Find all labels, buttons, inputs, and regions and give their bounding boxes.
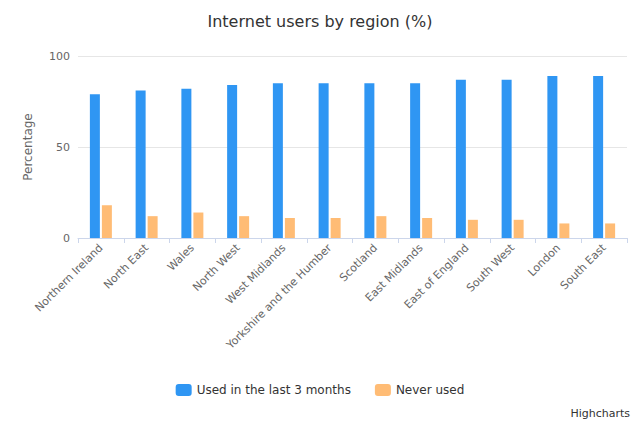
svg-text:Scotland: Scotland — [337, 241, 380, 284]
svg-text:Percentage: Percentage — [21, 113, 35, 181]
svg-text:London: London — [525, 241, 563, 279]
svg-text:Wales: Wales — [165, 241, 197, 273]
svg-text:South East: South East — [558, 241, 609, 292]
svg-text:South West: South West — [464, 241, 518, 295]
svg-text:North East: North East — [101, 241, 152, 292]
svg-text:Highcharts: Highcharts — [570, 407, 630, 420]
svg-text:Never used: Never used — [396, 383, 464, 397]
svg-text:West Midlands: West Midlands — [223, 241, 289, 307]
svg-text:Used in the last 3 months: Used in the last 3 months — [197, 383, 351, 397]
svg-text:Northern Ireland: Northern Ireland — [32, 241, 105, 314]
svg-text:East of England: East of England — [402, 241, 472, 311]
svg-text:North West: North West — [190, 241, 243, 294]
svg-text:East Midlands: East Midlands — [362, 241, 426, 305]
svg-text:0: 0 — [63, 232, 70, 245]
svg-text:50: 50 — [56, 141, 70, 154]
svg-text:Internet users by region (%): Internet users by region (%) — [207, 12, 432, 31]
svg-text:Yorkshire and the Humber: Yorkshire and the Humber — [223, 241, 334, 352]
svg-text:100: 100 — [49, 50, 70, 63]
